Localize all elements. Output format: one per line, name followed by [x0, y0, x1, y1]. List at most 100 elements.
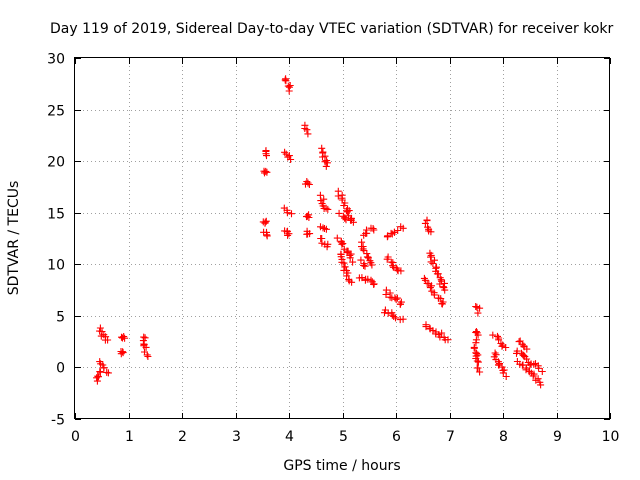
data-point — [394, 227, 402, 234]
data-point — [421, 276, 429, 284]
data-point — [341, 214, 349, 222]
data-point — [367, 276, 375, 284]
data-point — [283, 209, 291, 217]
data-point — [537, 381, 545, 389]
data-point — [318, 144, 326, 152]
data-point — [473, 357, 481, 365]
data-point — [282, 150, 290, 158]
data-point — [440, 334, 448, 341]
data-point — [285, 230, 293, 238]
data-point — [349, 218, 357, 226]
data-point — [499, 369, 507, 377]
y-tick-label: 5 — [56, 310, 65, 326]
x-tick-label: 6 — [392, 429, 401, 445]
data-point — [285, 87, 293, 95]
data-point — [334, 192, 342, 200]
data-point — [121, 334, 129, 342]
data-points — [93, 75, 546, 389]
data-point — [390, 228, 398, 236]
y-tick-label: 25 — [47, 104, 65, 120]
y-tick-label: 10 — [47, 258, 65, 274]
data-point — [474, 358, 482, 366]
data-point — [476, 368, 484, 376]
data-point — [319, 224, 327, 232]
data-point — [120, 333, 128, 340]
data-point — [392, 314, 399, 322]
data-point — [421, 219, 429, 227]
data-point — [438, 329, 446, 337]
data-point — [474, 309, 482, 317]
plot-frame — [74, 57, 610, 419]
data-point — [472, 303, 480, 310]
data-point — [399, 315, 407, 323]
data-point — [538, 368, 546, 375]
data-point — [530, 360, 538, 368]
data-point — [430, 291, 438, 299]
data-point — [347, 250, 355, 258]
data-point — [370, 280, 378, 288]
data-point — [498, 342, 506, 350]
chart-title: Day 119 of 2019, Sidereal Day-to-day VTE… — [50, 21, 613, 37]
data-point — [474, 331, 482, 339]
x-tick-label: 1 — [125, 429, 134, 445]
data-point — [284, 231, 292, 239]
data-point — [364, 275, 372, 283]
data-point — [282, 77, 290, 85]
data-point — [534, 375, 542, 383]
data-point — [523, 345, 531, 353]
data-point — [281, 148, 289, 156]
data-point — [322, 204, 330, 212]
data-point — [431, 256, 438, 264]
data-point — [100, 364, 108, 372]
data-point — [519, 361, 527, 369]
data-point — [319, 153, 326, 161]
data-point — [472, 328, 480, 335]
data-point — [261, 219, 269, 227]
data-point — [318, 239, 326, 247]
x-tick-label: 3 — [232, 429, 241, 445]
data-point — [368, 261, 376, 269]
data-point — [489, 331, 497, 339]
data-point — [382, 291, 390, 298]
data-point — [427, 258, 435, 266]
data-point — [317, 197, 325, 205]
data-point — [322, 225, 330, 233]
data-point — [444, 336, 452, 344]
data-point — [363, 250, 371, 258]
data-point — [397, 267, 405, 275]
data-point — [94, 372, 102, 380]
x-tick-label: 4 — [285, 429, 294, 445]
data-point — [305, 181, 313, 188]
data-point — [370, 226, 378, 234]
data-point — [361, 262, 369, 270]
data-point — [117, 350, 125, 358]
data-point — [323, 243, 331, 251]
data-point — [422, 323, 430, 331]
data-point — [474, 364, 482, 372]
data-point — [387, 229, 395, 237]
x-tick-label: 9 — [553, 429, 562, 445]
data-point — [433, 263, 440, 271]
data-point — [389, 262, 397, 270]
y-tick-label: 30 — [47, 52, 65, 68]
data-point — [357, 256, 365, 264]
data-point — [472, 339, 480, 347]
data-point — [494, 332, 501, 340]
data-point — [495, 336, 503, 344]
data-point — [288, 210, 295, 218]
y-tick-label: 20 — [47, 155, 65, 171]
data-point — [303, 126, 311, 134]
data-point — [427, 253, 434, 261]
data-point — [322, 162, 330, 170]
tick-labels: 0 1 2 3 4 5 6 7 8 9 10 -5 0 5 10 15 20 25 30 — [47, 52, 619, 446]
data-point — [305, 214, 313, 221]
grid — [75, 58, 610, 419]
data-point — [441, 279, 448, 287]
data-point — [287, 156, 295, 163]
y-axis-label: SDTVAR / TECUs — [6, 181, 22, 296]
data-point — [144, 353, 152, 360]
data-point — [260, 167, 268, 175]
data-point — [360, 247, 368, 255]
data-point — [96, 368, 104, 376]
